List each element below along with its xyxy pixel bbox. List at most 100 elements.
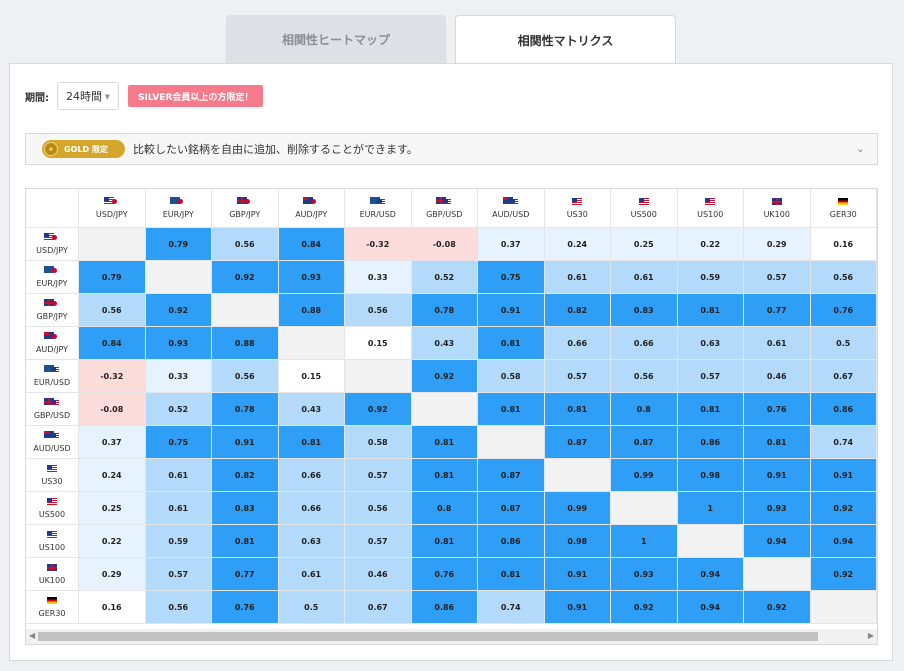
flag-icon (44, 563, 60, 572)
caret-down-icon: ▼ (104, 93, 110, 101)
row-header-label: US30 (41, 477, 63, 486)
correlation-cell: 0.92 (145, 294, 212, 327)
correlation-cell: 0.82 (212, 459, 279, 492)
period-select[interactable]: 24時間 ▼ (57, 82, 119, 110)
tab-matrix[interactable]: 相関性マトリクス (455, 15, 676, 65)
correlation-cell: 0.66 (611, 327, 678, 360)
correlation-cell: 0.76 (810, 294, 877, 327)
flag-icon (636, 197, 652, 206)
correlation-cell: 0.5 (810, 327, 877, 360)
correlation-cell: 0.57 (345, 459, 412, 492)
row-header-label: AUD/JPY (35, 345, 69, 354)
correlation-cell: 0.56 (79, 294, 146, 327)
correlation-cell: 0.92 (411, 360, 478, 393)
correlation-cell: 0.56 (212, 228, 279, 261)
row-header-label: AUD/USD (33, 444, 71, 453)
correlation-cell: 0.57 (677, 360, 744, 393)
column-header-label: US500 (630, 210, 657, 219)
column-header-usdjpy: USD/JPY (79, 189, 146, 228)
correlation-cell: 0.52 (145, 393, 212, 426)
correlation-cell: 0.61 (611, 261, 678, 294)
row-header-label: EUR/JPY (36, 279, 68, 288)
row-header-us100: US100 (26, 525, 79, 558)
correlation-cell: 0.16 (810, 228, 877, 261)
correlation-cell: 0.76 (744, 393, 811, 426)
diagonal-cell (611, 492, 678, 525)
correlation-cell: 0.56 (345, 492, 412, 525)
gold-badge: ✦ GOLD 限定 (42, 140, 125, 158)
correlation-cell: 0.92 (345, 393, 412, 426)
row-header-us30: US30 (26, 459, 79, 492)
flag-icon (103, 197, 120, 206)
flag-icon (44, 431, 60, 440)
correlation-cell: 0.58 (345, 426, 412, 459)
correlation-cell: 0.92 (810, 492, 877, 525)
correlation-cell: 0.81 (478, 393, 545, 426)
column-header-label: USD/JPY (95, 210, 128, 219)
correlation-cell: 0.82 (544, 294, 611, 327)
row-header-us500: US500 (26, 492, 79, 525)
tab-heatmap[interactable]: 相関性ヒートマップ (226, 15, 446, 64)
column-header-us500: US500 (611, 189, 678, 228)
flag-icon (369, 197, 386, 206)
correlation-cell: 0.81 (212, 525, 279, 558)
tab-bar: 相関性ヒートマップ 相関性マトリクス (0, 0, 904, 65)
correlation-cell: 0.22 (79, 525, 146, 558)
column-header-label: GER30 (829, 210, 857, 219)
correlation-cell: 0.94 (744, 525, 811, 558)
correlation-cell: 0.46 (345, 558, 412, 591)
correlation-cell: 0.56 (611, 360, 678, 393)
correlation-cell: 0.81 (478, 558, 545, 591)
chevron-down-icon[interactable]: ⌄ (855, 142, 865, 155)
correlation-cell: 0.74 (810, 426, 877, 459)
correlation-cell: 0.59 (145, 525, 212, 558)
column-header-ger30: GER30 (810, 189, 877, 228)
row-header-eurjpy: EUR/JPY (26, 261, 79, 294)
row-header-audusd: AUD/USD (26, 426, 79, 459)
horizontal-scrollbar[interactable]: ◀ ▶ (26, 629, 877, 644)
row-header-audjpy: AUD/JPY (26, 327, 79, 360)
correlation-cell: 0.79 (145, 228, 212, 261)
flag-icon (303, 197, 319, 206)
correlation-cell: 0.87 (478, 459, 545, 492)
correlation-cell: 1 (611, 525, 678, 558)
correlation-cell: 0.63 (278, 525, 345, 558)
correlation-cell: 0.93 (145, 327, 212, 360)
row-header-eurusd: EUR/USD (26, 360, 79, 393)
correlation-cell: 0.94 (677, 591, 744, 624)
scroll-thumb[interactable] (38, 632, 818, 641)
correlation-cell: 1 (677, 492, 744, 525)
correlation-cell: 0.25 (79, 492, 146, 525)
matrix-corner (26, 189, 79, 228)
gold-coin-icon: ✦ (44, 142, 58, 156)
correlation-cell: 0.57 (544, 360, 611, 393)
scroll-left-icon[interactable]: ◀ (29, 631, 36, 640)
row-header-gbpusd: GBP/USD (26, 393, 79, 426)
correlation-cell: 0.86 (411, 591, 478, 624)
correlation-cell: 0.63 (677, 327, 744, 360)
flag-icon (44, 332, 60, 341)
correlation-cell: 0.66 (278, 492, 345, 525)
flag-icon (44, 233, 60, 242)
gold-feature-bar[interactable]: ✦ GOLD 限定 比較したい銘柄を自由に追加、削除することができます。 ⌄ (25, 133, 878, 165)
correlation-cell: 0.92 (611, 591, 678, 624)
flag-icon (44, 497, 60, 506)
correlation-cell: 0.79 (79, 261, 146, 294)
correlation-cell: 0.81 (478, 327, 545, 360)
correlation-cell: 0.88 (212, 327, 279, 360)
row-header-label: GBP/USD (33, 411, 71, 420)
correlation-cell: 0.86 (478, 525, 545, 558)
correlation-cell: 0.56 (212, 360, 279, 393)
scroll-right-icon[interactable]: ▶ (867, 631, 874, 640)
flag-icon (44, 299, 60, 308)
flag-icon (702, 197, 718, 206)
correlation-cell: 0.25 (611, 228, 678, 261)
correlation-matrix: ◀ ▶ USD/JPY EUR/JPY GBP/JPY AUD/JPY EUR/USD G… (25, 188, 878, 645)
flag-icon (436, 197, 452, 206)
correlation-cell: 0.83 (611, 294, 678, 327)
correlation-cell: 0.43 (411, 327, 478, 360)
column-header-audusd: AUD/USD (478, 189, 545, 228)
row-header-label: GER30 (38, 609, 66, 618)
gold-badge-label: GOLD 限定 (64, 144, 108, 154)
row-header-label: UK100 (38, 576, 66, 585)
